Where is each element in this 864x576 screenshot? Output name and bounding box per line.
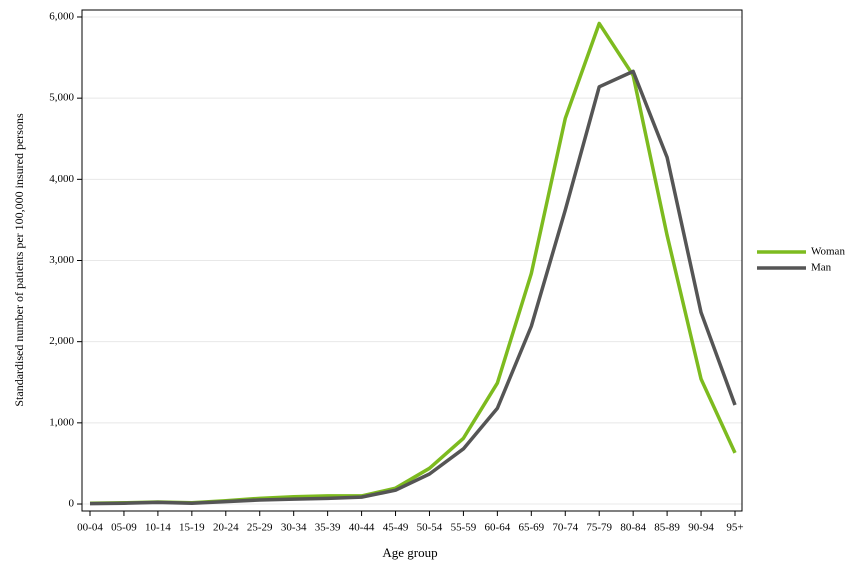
x-tick-label: 50-54 (417, 522, 443, 534)
x-tick-label: 20-24 (213, 522, 239, 534)
y-tick-label: 4,000 (49, 173, 74, 185)
x-tick-label: 80-84 (620, 522, 646, 534)
x-tick-label: 45-49 (383, 522, 409, 534)
x-tick-label: 95+ (726, 522, 743, 534)
x-tick-label: 65-69 (518, 522, 544, 534)
plot-frame (81, 9, 743, 512)
y-tick-label: 1,000 (49, 416, 74, 428)
x-tick-label: 70-74 (552, 522, 578, 534)
x-tick-label: 30-34 (281, 522, 307, 534)
x-tick-label: 85-89 (654, 522, 680, 534)
y-tick-label: 6,000 (49, 11, 74, 23)
x-tick-label: 90-94 (688, 522, 714, 534)
y-tick-label: 2,000 (49, 335, 74, 347)
x-tick-label: 60-64 (485, 522, 511, 534)
x-tick-label: 55-59 (451, 522, 477, 534)
legend-label: Woman (811, 246, 845, 258)
x-tick-label: 10-14 (145, 522, 171, 534)
x-tick-label: 00-04 (77, 522, 103, 534)
y-tick-label: 5,000 (49, 92, 74, 104)
x-tick-label: 35-39 (315, 522, 341, 534)
x-tick-label: 15-19 (179, 522, 205, 534)
y-tick-label: 0 (69, 498, 75, 510)
x-tick-label: 75-79 (586, 522, 612, 534)
x-tick-label: 25-29 (247, 522, 273, 534)
legend-label: Man (811, 262, 832, 274)
y-axis-label: Standardised number of patients per 100,… (12, 113, 26, 407)
x-tick-label: 05-09 (111, 522, 137, 534)
series-line (89, 69, 737, 506)
x-tick-label: 40-44 (349, 522, 375, 534)
x-axis-label: Age group (382, 545, 437, 560)
y-tick-label: 3,000 (49, 254, 74, 266)
